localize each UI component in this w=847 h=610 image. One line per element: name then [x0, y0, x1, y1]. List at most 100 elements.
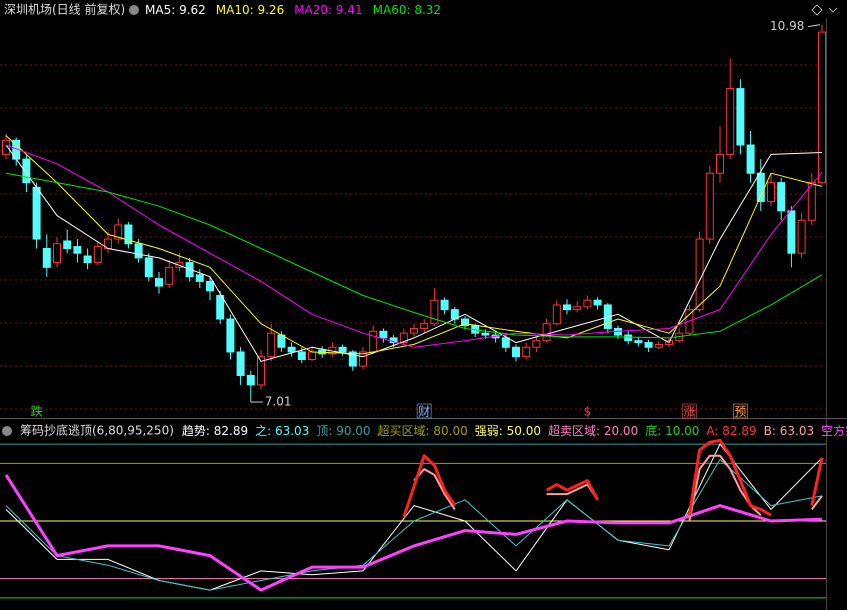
candle-body: [267, 332, 276, 358]
candle-body: [501, 337, 510, 348]
indicator-label: 强弱:: [475, 424, 507, 438]
candle-body: [63, 240, 72, 249]
ma-value: 8.32: [414, 3, 441, 17]
candle-body: [124, 224, 133, 245]
ma-line: [5, 144, 823, 348]
indicator-label: 超买区域:: [378, 423, 434, 438]
indicator-legend: 顶: 90.00: [316, 424, 370, 438]
candle-body: [420, 323, 429, 329]
annotation-label: 7.01: [265, 395, 292, 409]
candle-body: [563, 304, 571, 311]
candle-body: [512, 346, 520, 358]
ma-label: MA10:: [216, 3, 258, 17]
indicator-legend: 超卖区域: 20.00: [548, 423, 638, 438]
candle-body: [552, 304, 561, 325]
marker-box: [681, 403, 697, 419]
ma-legend: MA10: 9.26: [216, 3, 284, 17]
ma-line: [5, 135, 823, 355]
indicator-label: A:: [706, 424, 722, 438]
candle-body: [73, 246, 82, 254]
candle-body: [246, 374, 255, 386]
candle-body: [134, 243, 143, 259]
candle-body: [287, 346, 296, 353]
candle-body: [2, 139, 10, 155]
indicator-label: 之:: [255, 424, 275, 438]
candle-body: [787, 210, 796, 254]
candle-body: [216, 295, 225, 320]
indicator-legend: 趋势: 82.89: [182, 424, 248, 438]
candle-body: [461, 318, 469, 327]
candle-body: [624, 334, 633, 342]
ma-line: [5, 172, 823, 339]
indicator-label: 底:: [645, 423, 665, 438]
indicator-value: 82.89: [722, 424, 756, 438]
indicator-legend: 之: 63.03: [255, 424, 309, 438]
marker-box: [732, 403, 748, 419]
ma-value: 9.26: [257, 3, 284, 17]
ma-label: MA60:: [373, 3, 415, 17]
event-marker: 跌: [31, 404, 43, 419]
event-marker: 财: [418, 405, 430, 419]
candle-body: [654, 343, 663, 348]
annotation-label: 10.98: [770, 19, 804, 33]
candle-body: [369, 330, 378, 353]
indicator-value: 82.89: [214, 424, 248, 438]
indicator-value: 90.00: [336, 424, 370, 438]
candle-body: [410, 327, 418, 334]
indicator-line: [413, 454, 823, 522]
candle-body: [348, 351, 357, 367]
indicator-label: 顶:: [316, 424, 336, 438]
candle-body: [53, 243, 61, 264]
indicator-value: 63.03: [275, 424, 309, 438]
candle-body: [42, 247, 51, 268]
candle-body: [144, 257, 153, 278]
indicator-line: [402, 438, 824, 518]
indicator-legend: 超买区域: 80.00: [378, 423, 468, 438]
candle-body: [481, 332, 490, 336]
candle-body: [22, 158, 31, 184]
candle-body: [705, 172, 714, 240]
indicator-line: [4, 474, 823, 592]
candle-body: [726, 88, 735, 155]
ma-value: 9.41: [336, 3, 363, 17]
candle-body: [114, 224, 123, 240]
ma-legend: MA20: 9.41: [294, 3, 362, 17]
candle-body: [777, 182, 786, 212]
candle-body: [155, 278, 163, 287]
indicator-value: 10.00: [665, 424, 699, 438]
candle-body: [226, 318, 235, 353]
collapse-icon[interactable]: [828, 7, 838, 13]
ma-label: MA5:: [145, 3, 179, 17]
candle-body: [195, 274, 204, 282]
indicator-value: 20.00: [604, 424, 638, 438]
settings-icon[interactable]: [811, 4, 823, 16]
candle-body: [807, 182, 816, 221]
candle-body: [359, 351, 367, 367]
ma-value: 9.62: [179, 3, 206, 17]
candle-body: [797, 219, 806, 254]
candle-body: [532, 340, 541, 348]
candle-body: [257, 356, 265, 386]
candle-body: [767, 182, 775, 202]
candle-body: [83, 255, 92, 264]
indicator-label: 趋势:: [182, 424, 214, 438]
candle-body: [634, 340, 643, 344]
candle-body: [542, 323, 551, 342]
indicator-legend: 强弱: 50.00: [475, 424, 541, 438]
indicator-legend: B: 63.03: [764, 424, 814, 438]
indicator-label: 空方筹码:: [821, 423, 847, 438]
indicator-value: 50.00: [507, 424, 541, 438]
candle-body: [695, 238, 704, 311]
candle-body: [573, 306, 582, 311]
candle-body: [818, 31, 826, 184]
dropdown-icon[interactable]: [129, 5, 139, 15]
candle-body: [430, 299, 439, 325]
candle-body: [583, 299, 592, 308]
candle-body: [236, 351, 245, 376]
indicator-title: 筹码抄底逃顶(6,80,95,250): [20, 423, 174, 438]
candle-body: [93, 246, 102, 264]
dropdown-icon[interactable]: [2, 426, 12, 436]
ma-legend: MA60: 8.32: [373, 3, 441, 17]
